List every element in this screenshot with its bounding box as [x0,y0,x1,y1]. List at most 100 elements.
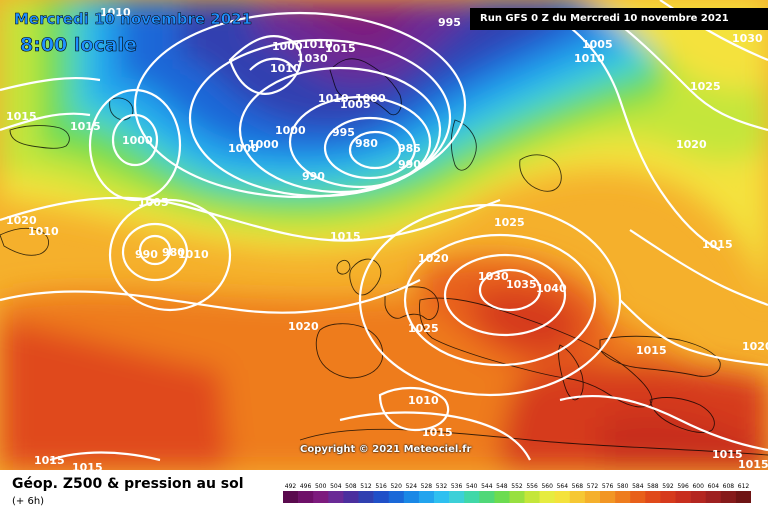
scale-label: 520 [390,483,402,490]
pressure-label: 1040 [536,282,567,295]
scale-swatch [464,491,480,503]
scale-label: 532 [436,483,448,490]
scale-label: 580 [617,483,629,490]
scale-label: 564 [557,483,569,490]
scale-label: 556 [526,483,538,490]
scale-swatch [328,491,344,503]
pressure-label: 1015 [70,120,101,133]
scale-swatch [735,491,751,503]
pressure-label: 1010 [178,248,209,261]
pressure-label: 1000 [228,142,259,155]
scale-swatch [449,491,465,503]
scale-swatch [554,491,571,503]
scale-label: 536 [451,483,463,490]
pressure-label: 1020 [418,252,449,265]
pressure-label: 1015 [330,230,361,243]
forecast-time: 8:00 locale [20,34,138,57]
scale-swatch [509,491,525,503]
scale-swatch [645,491,661,503]
scale-swatch [434,491,450,503]
scale-swatch [403,491,420,503]
copyright: Copyright © 2021 Meteociel.fr [300,444,472,455]
pressure-label: 1010 [270,62,301,75]
pressure-labels: 1010 1015 1015 1000 1010 1005 990 980 10… [6,6,768,470]
pressure-label: 1010 [302,38,333,51]
pressure-label: 990 [302,170,325,183]
scale-swatch [313,491,329,503]
scale-label: 500 [315,483,327,490]
pressure-label: 1000 [272,40,303,53]
scale-label: 592 [662,483,674,490]
pressure-label: 1015 [712,448,743,461]
legend-subtitle: (+ 6h) [12,496,45,507]
pressure-label: 1015 [422,426,453,439]
scale-label: 516 [375,483,387,490]
pressure-label: 990 [135,248,158,261]
pressure-label: 1025 [690,80,721,93]
scale-swatch [524,491,540,503]
scale-label: 504 [330,483,342,490]
pressure-label: 1020 [6,214,37,227]
scale-swatch [494,491,510,503]
scale-swatch [660,491,676,503]
scale-swatch [690,491,706,503]
pressure-label: 1000 [122,134,153,147]
scale-label: 560 [541,483,553,490]
scale-label: 524 [406,483,418,490]
scale-swatch [373,491,389,503]
pressure-label: 1005 [138,196,169,209]
pressure-label: 1010 [318,92,349,105]
pressure-label: 980 [355,137,378,150]
scale-swatch [479,491,495,503]
scale-swatch [539,491,555,503]
pressure-label: 1035 [506,278,537,291]
scale-label: 492 [285,483,297,490]
scale-swatch [358,491,374,503]
pressure-label: 1010 [28,225,59,238]
pressure-label: 990 [398,158,421,171]
pressure-label: 1010 [574,52,605,65]
pressure-label: 1025 [494,216,525,229]
scale-swatch [584,491,601,503]
pressure-label: 1020 [288,320,319,333]
pressure-label: 1015 [6,110,37,123]
scale-label: 596 [677,483,689,490]
scale-swatch [720,491,737,503]
scale-label: 548 [496,483,508,490]
scale-label: 600 [692,483,704,490]
pressure-label: 1005 [340,98,371,111]
scale-label: 508 [345,483,357,490]
scale-label: 608 [723,483,735,490]
color-scale: 492 496 500 504 508 512 516 520 524 528 532 536 540 5… [283,483,751,503]
pressure-label: 1020 [742,340,768,353]
isobars [0,0,768,462]
pressure-label: 1000 [275,124,306,137]
scale-label: 612 [738,483,750,490]
pressure-label: 985 [398,142,421,155]
pressure-label: 980 [162,246,185,259]
pressure-label: 1015 [34,454,65,467]
pressure-label: 1000 [248,138,279,151]
weather-map: 1010 1015 1015 1000 1010 1005 990 980 10… [0,0,768,470]
scale-swatch [343,491,359,503]
pressure-label: 1015 [72,461,103,470]
geopotential-field: 1010 1015 1015 1000 1010 1005 990 980 10… [0,0,768,470]
scale-label: 572 [587,483,599,490]
scale-label: 552 [511,483,523,490]
forecast-date: Mercredi 10 novembre 2021 [14,10,253,29]
pressure-label: 1010 [408,394,439,407]
pressure-label: 1030 [297,52,328,65]
pressure-label: 1015 [702,238,733,251]
scale-swatch [569,491,586,503]
coastlines [0,58,768,456]
scale-label: 568 [572,483,584,490]
scale-label: 528 [421,483,433,490]
pressure-label: 1030 [732,32,763,45]
legend-title: Géop. Z500 & pression au sol [12,476,244,492]
pressure-label: 1030 [478,270,509,283]
scale-swatch [298,491,314,503]
scale-swatch [675,491,691,503]
pressure-label: 1025 [408,322,439,335]
pressure-label: 995 [332,126,355,139]
